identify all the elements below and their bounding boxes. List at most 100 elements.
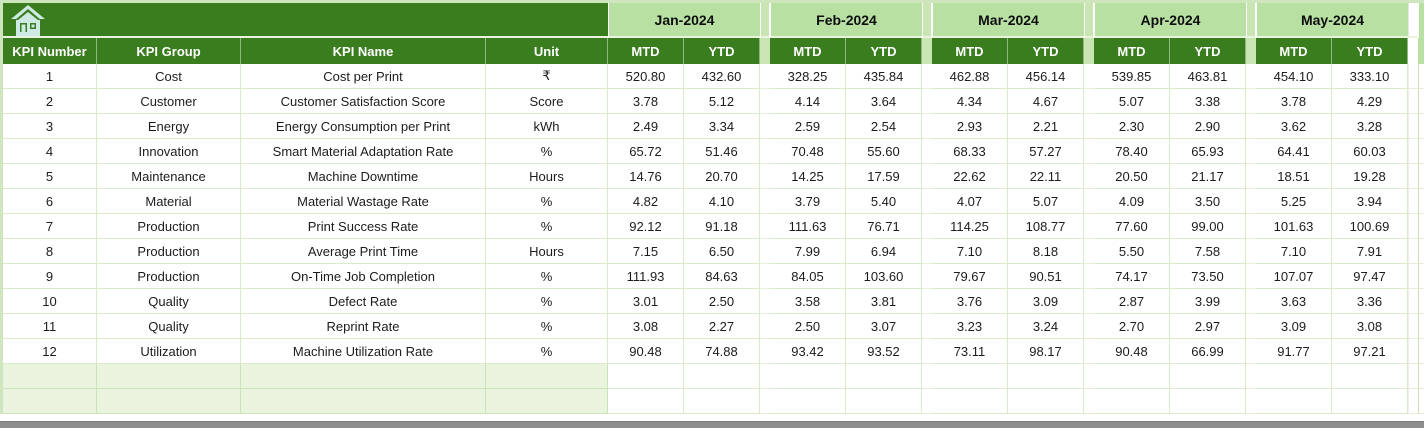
cell-value[interactable]: 3.79	[770, 189, 846, 214]
cell-kpi-number[interactable]: 12	[3, 339, 97, 364]
cell-value[interactable]: 90.48	[1094, 339, 1170, 364]
cell-kpi-group[interactable]: Production	[97, 214, 241, 239]
cell-value[interactable]: 5.07	[1094, 89, 1170, 114]
cell-value[interactable]: 5.25	[1256, 189, 1332, 214]
cell-kpi-number[interactable]: 11	[3, 314, 97, 339]
cell-unit[interactable]: %	[486, 339, 608, 364]
empty-cell[interactable]	[846, 364, 922, 389]
cell-kpi-number[interactable]: 6	[3, 189, 97, 214]
period-header-mtd[interactable]: MTD	[770, 38, 846, 64]
cell-unit[interactable]: %	[486, 214, 608, 239]
cell-unit[interactable]: %	[486, 264, 608, 289]
cell-value[interactable]: 14.25	[770, 164, 846, 189]
month-header-jan-2024[interactable]: Jan-2024	[608, 3, 760, 38]
cell-kpi-group[interactable]: Utilization	[97, 339, 241, 364]
empty-cell[interactable]	[1094, 389, 1170, 414]
col-header-unit[interactable]: Unit	[486, 38, 608, 64]
cell-value[interactable]: 3.34	[684, 114, 760, 139]
cell-value[interactable]: 3.08	[1332, 314, 1408, 339]
cell-kpi-group[interactable]: Quality	[97, 314, 241, 339]
cell-value[interactable]: 90.48	[608, 339, 684, 364]
cell-unit[interactable]: %	[486, 314, 608, 339]
cell-value[interactable]: 456.14	[1008, 64, 1084, 89]
cell-value[interactable]: 57.27	[1008, 139, 1084, 164]
cell-value[interactable]: 3.63	[1256, 289, 1332, 314]
cell-value[interactable]: 463.81	[1170, 64, 1246, 89]
cell-value[interactable]: 22.62	[932, 164, 1008, 189]
cell-value[interactable]: 4.29	[1332, 89, 1408, 114]
cell-kpi-name[interactable]: Customer Satisfaction Score	[241, 89, 486, 114]
empty-cell[interactable]	[770, 389, 846, 414]
month-header-mar-2024[interactable]: Mar-2024	[932, 3, 1084, 38]
cell-value[interactable]: 114.25	[932, 214, 1008, 239]
cell-value[interactable]: 3.36	[1332, 289, 1408, 314]
cell-kpi-name[interactable]: Average Print Time	[241, 239, 486, 264]
cell-kpi-number[interactable]: 5	[3, 164, 97, 189]
cell-value[interactable]: 3.50	[1170, 189, 1246, 214]
cell-value[interactable]: 3.01	[608, 289, 684, 314]
cell-value[interactable]: 93.42	[770, 339, 846, 364]
period-header-ytd[interactable]: YTD	[846, 38, 922, 64]
month-header-may-2024[interactable]: May-2024	[1256, 3, 1408, 38]
empty-cell[interactable]	[241, 364, 486, 389]
cell-kpi-name[interactable]: Material Wastage Rate	[241, 189, 486, 214]
cell-value[interactable]: 4.10	[684, 189, 760, 214]
cell-value[interactable]: 22.11	[1008, 164, 1084, 189]
empty-cell[interactable]	[1008, 364, 1084, 389]
cell-value[interactable]: 5.50	[1094, 239, 1170, 264]
empty-cell[interactable]	[1170, 364, 1246, 389]
cell-value[interactable]: 6.50	[684, 239, 760, 264]
cell-value[interactable]: 65.93	[1170, 139, 1246, 164]
cell-kpi-name[interactable]: Machine Downtime	[241, 164, 486, 189]
cell-kpi-number[interactable]: 1	[3, 64, 97, 89]
cell-value[interactable]: 333.10	[1332, 64, 1408, 89]
cell-value[interactable]: 90.51	[1008, 264, 1084, 289]
cell-value[interactable]: 73.11	[932, 339, 1008, 364]
cell-value[interactable]: 70.48	[770, 139, 846, 164]
cell-value[interactable]: 3.78	[608, 89, 684, 114]
cell-value[interactable]: 3.62	[1256, 114, 1332, 139]
cell-value[interactable]: 20.50	[1094, 164, 1170, 189]
empty-cell[interactable]	[97, 364, 241, 389]
cell-value[interactable]: 2.54	[846, 114, 922, 139]
cell-value[interactable]: 2.97	[1170, 314, 1246, 339]
cell-kpi-name[interactable]: On-Time Job Completion	[241, 264, 486, 289]
period-header-ytd[interactable]: YTD	[1008, 38, 1084, 64]
cell-value[interactable]: 2.70	[1094, 314, 1170, 339]
cell-value[interactable]: 6.94	[846, 239, 922, 264]
empty-cell[interactable]	[486, 389, 608, 414]
cell-value[interactable]: 7.99	[770, 239, 846, 264]
cell-value[interactable]: 3.64	[846, 89, 922, 114]
cell-value[interactable]: 462.88	[932, 64, 1008, 89]
cell-value[interactable]: 539.85	[1094, 64, 1170, 89]
cell-kpi-number[interactable]: 7	[3, 214, 97, 239]
cell-kpi-group[interactable]: Innovation	[97, 139, 241, 164]
empty-cell[interactable]	[932, 389, 1008, 414]
cell-value[interactable]: 8.18	[1008, 239, 1084, 264]
cell-value[interactable]: 5.40	[846, 189, 922, 214]
period-header-ytd[interactable]: YTD	[1332, 38, 1408, 64]
cell-value[interactable]: 64.41	[1256, 139, 1332, 164]
cell-kpi-name[interactable]: Print Success Rate	[241, 214, 486, 239]
cell-kpi-name[interactable]: Energy Consumption per Print	[241, 114, 486, 139]
cell-value[interactable]: 3.76	[932, 289, 1008, 314]
horizontal-scrollbar[interactable]	[0, 421, 1424, 428]
empty-cell[interactable]	[3, 389, 97, 414]
cell-value[interactable]: 4.14	[770, 89, 846, 114]
cell-unit[interactable]: %	[486, 289, 608, 314]
cell-kpi-name[interactable]: Cost per Print	[241, 64, 486, 89]
cell-value[interactable]: 19.28	[1332, 164, 1408, 189]
cell-value[interactable]: 66.99	[1170, 339, 1246, 364]
col-header-kpi-number[interactable]: KPI Number	[3, 38, 97, 64]
cell-value[interactable]: 7.15	[608, 239, 684, 264]
cell-value[interactable]: 93.52	[846, 339, 922, 364]
cell-value[interactable]: 91.77	[1256, 339, 1332, 364]
cell-value[interactable]: 65.72	[608, 139, 684, 164]
empty-cell[interactable]	[1332, 389, 1408, 414]
empty-cell[interactable]	[97, 389, 241, 414]
cell-value[interactable]: 21.17	[1170, 164, 1246, 189]
cell-kpi-group[interactable]: Quality	[97, 289, 241, 314]
cell-value[interactable]: 76.71	[846, 214, 922, 239]
cell-unit[interactable]: ₹	[486, 64, 608, 89]
cell-value[interactable]: 111.63	[770, 214, 846, 239]
